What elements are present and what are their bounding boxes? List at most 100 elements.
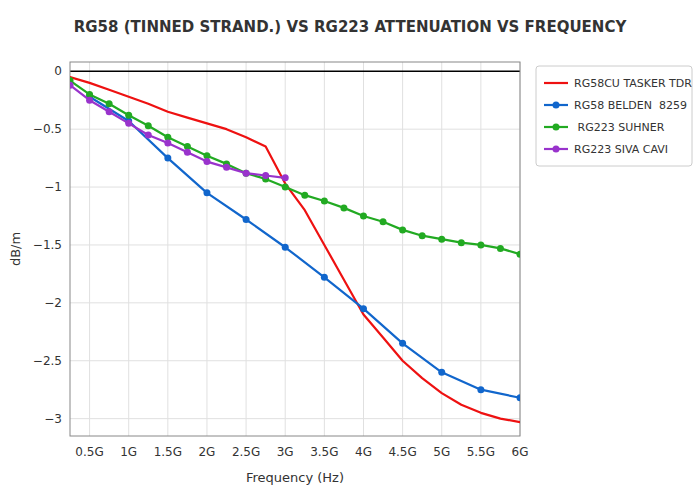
- series: [70, 77, 520, 258]
- series-marker: [184, 149, 191, 156]
- plot-area: [70, 77, 520, 422]
- series-marker: [282, 174, 289, 181]
- series-marker: [282, 184, 289, 191]
- y-tick-label: −1.5: [33, 238, 62, 252]
- legend-marker: [553, 102, 560, 109]
- series: [70, 82, 289, 182]
- y-tick-label: 0: [54, 64, 62, 78]
- series-marker: [262, 172, 269, 179]
- legend: RG58CU TASKER TDR RG58 BELDEN 8259 RG223 …: [536, 66, 692, 166]
- ticks: 0.5G 1G 1.5G 2G 2.5G 3G 3.5G 4G 4.5G 5G 5.5G 6G 0 −0.…: [33, 64, 529, 459]
- series-marker: [477, 241, 484, 248]
- series-marker: [145, 131, 152, 138]
- series-marker: [301, 192, 308, 199]
- series-marker: [458, 239, 465, 246]
- x-tick-label: 6G: [512, 445, 529, 459]
- y-grid-line: [70, 418, 520, 419]
- series-marker: [477, 386, 484, 393]
- series-marker: [360, 305, 367, 312]
- series-marker: [282, 244, 289, 251]
- y-grid-line: [70, 302, 520, 303]
- series-marker: [243, 170, 250, 177]
- x-tick-label: 1.5G: [154, 445, 182, 459]
- x-grid-line: [363, 62, 364, 436]
- x-tick-label: 5G: [433, 445, 450, 459]
- legend-marker: [553, 146, 560, 153]
- series-line: [90, 97, 520, 398]
- series-marker: [125, 112, 132, 119]
- x-grid-line: [206, 62, 207, 436]
- chart-container: 0.5G 1G 1.5G 2G 2.5G 3G 3.5G 4G 4.5G 5G 5.5G 6G 0 −0.…: [0, 0, 700, 500]
- zero-line: [70, 71, 520, 73]
- series-marker: [243, 170, 250, 177]
- grid: [70, 62, 520, 436]
- series-marker: [106, 100, 113, 107]
- x-tick-label: 1G: [120, 445, 137, 459]
- series-marker: [86, 97, 93, 104]
- x-axis-label: Frequency (Hz): [246, 470, 344, 485]
- x-tick-label: 2.5G: [232, 445, 260, 459]
- series-marker: [106, 108, 113, 115]
- legend-label: RG58 BELDEN 8259: [574, 99, 687, 112]
- y-grid-line: [70, 187, 520, 188]
- x-tick-label: 5.5G: [467, 445, 495, 459]
- series-line: [70, 85, 285, 178]
- series: [70, 77, 520, 422]
- series-marker: [125, 120, 132, 127]
- series-marker: [399, 226, 406, 233]
- legend-box: [536, 66, 692, 166]
- x-grid-line: [89, 62, 90, 436]
- x-grid-line: [324, 62, 325, 436]
- series-marker: [438, 236, 445, 243]
- series-marker: [243, 216, 250, 223]
- series-marker: [164, 140, 171, 147]
- series-marker: [419, 232, 426, 239]
- x-tick-label: 0.5G: [75, 445, 103, 459]
- series-marker: [223, 164, 230, 171]
- x-tick-label: 2G: [198, 445, 215, 459]
- series-marker: [517, 251, 521, 258]
- series: [86, 93, 520, 401]
- x-grid-line: [167, 62, 168, 436]
- series-marker: [164, 155, 171, 162]
- x-grid-line: [402, 62, 403, 436]
- x-grid-line: [441, 62, 442, 436]
- y-tick-label: −3: [44, 412, 62, 426]
- series-marker: [145, 122, 152, 129]
- legend-marker: [553, 124, 560, 131]
- series-marker: [380, 218, 387, 225]
- x-tick-label: 4G: [355, 445, 372, 459]
- y-grid-line: [70, 244, 520, 245]
- background: [0, 0, 700, 500]
- legend-label: RG223 SIVA CAVI: [574, 143, 668, 156]
- plot-frame: [70, 62, 520, 436]
- series-line: [70, 77, 520, 422]
- series-marker: [399, 340, 406, 347]
- series-marker: [321, 274, 328, 281]
- x-grid-line: [246, 62, 247, 436]
- series-marker: [70, 82, 74, 89]
- y-tick-label: −2.5: [33, 354, 62, 368]
- x-tick-label: 4.5G: [388, 445, 416, 459]
- y-tick-label: −1: [44, 180, 62, 194]
- series-marker: [203, 158, 210, 165]
- y-grid-line: [70, 360, 520, 361]
- y-tick-label: −0.5: [33, 122, 62, 136]
- y-axis-label: dB/m: [8, 232, 23, 266]
- legend-label: RG223 SUHNER: [574, 121, 665, 134]
- x-tick-label: 3.5G: [310, 445, 338, 459]
- series-line: [70, 81, 520, 255]
- title: RG58 (TINNED STRAND.) VS RG223 ATTENUATI…: [74, 18, 628, 36]
- series-marker: [360, 213, 367, 220]
- series-marker: [438, 369, 445, 376]
- series-marker: [321, 197, 328, 204]
- chart-svg: 0.5G 1G 1.5G 2G 2.5G 3G 3.5G 4G 4.5G 5G 5.5G 6G 0 −0.…: [0, 0, 700, 500]
- series-marker: [340, 204, 347, 211]
- legend-label: RG58CU TASKER TDR: [574, 77, 692, 90]
- x-grid-line: [480, 62, 481, 436]
- series-marker: [517, 394, 521, 401]
- y-tick-label: −2: [44, 296, 62, 310]
- x-tick-label: 3G: [277, 445, 294, 459]
- series-marker: [203, 189, 210, 196]
- series-marker: [497, 245, 504, 252]
